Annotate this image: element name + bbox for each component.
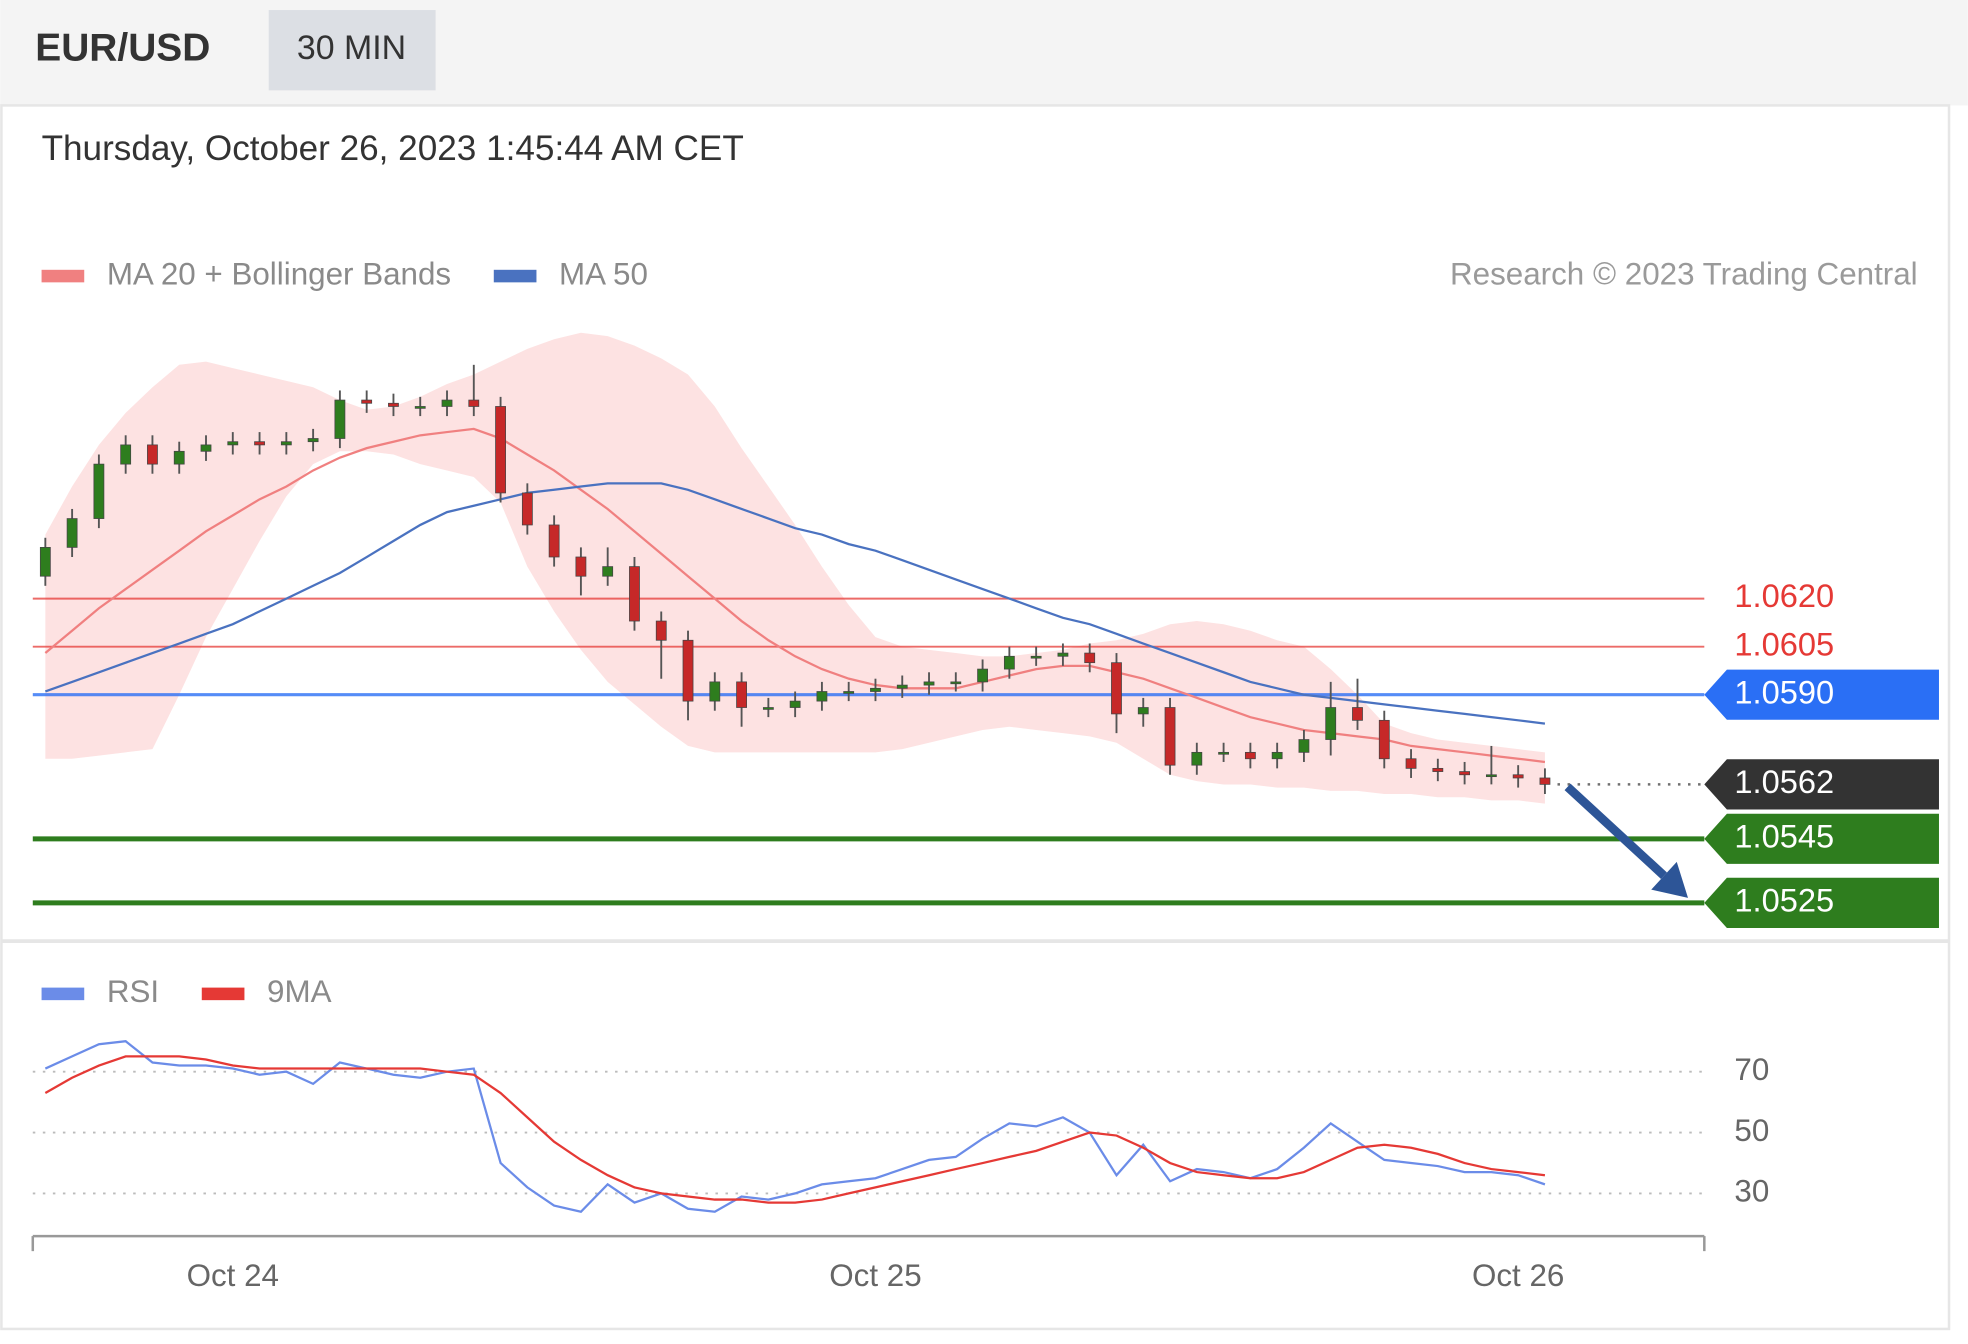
forecast-arrow (1564, 783, 1667, 879)
candle-body (655, 620, 667, 641)
legend-swatch (201, 987, 245, 1001)
candle-body (1539, 777, 1551, 785)
candle-body (1003, 655, 1015, 670)
level-tag (1704, 759, 1939, 810)
candle-body (1405, 758, 1417, 769)
legend-label: MA 50 (559, 256, 648, 291)
candle-body (120, 444, 132, 465)
level-label: 1.0545 (1734, 817, 1834, 854)
symbol: EUR/USD (35, 26, 210, 69)
level-label: 1.0605 (1734, 625, 1834, 662)
candle-body (173, 450, 185, 465)
level-tag (1704, 877, 1939, 928)
candle-body (1459, 771, 1471, 776)
legend-label: RSI (107, 974, 159, 1009)
forecast-arrowhead (1651, 861, 1688, 898)
legend-swatch (493, 269, 537, 283)
x-tick-label: Oct 25 (829, 1258, 921, 1293)
candle-body (1512, 774, 1524, 779)
candle-body (1378, 719, 1390, 760)
level-tag (1704, 813, 1939, 864)
candle-body (1164, 707, 1176, 766)
candle-body (227, 441, 239, 446)
legend-swatch (41, 987, 85, 1001)
candle-body (254, 441, 265, 446)
candle-body (843, 691, 855, 694)
candle-body (816, 691, 828, 702)
legend-swatch (41, 269, 85, 283)
candle-body (1485, 774, 1497, 778)
candle-body (414, 406, 426, 409)
level-label: 1.0525 (1734, 881, 1834, 918)
candle-body (575, 556, 587, 577)
candle-body (762, 707, 774, 710)
candle-body (66, 518, 78, 548)
ma-line (44, 482, 1546, 725)
candle-body (923, 681, 935, 686)
candle-body (1084, 652, 1096, 664)
candle-body (1244, 751, 1256, 760)
candle-body (521, 492, 533, 526)
candle-body (1325, 707, 1337, 740)
candle-body (441, 399, 453, 407)
ma-line (44, 427, 1546, 764)
candle-body (39, 547, 51, 577)
candle-body (1137, 707, 1149, 715)
candle-body (1057, 652, 1069, 657)
candle-body (977, 668, 988, 683)
candle-body (1030, 655, 1042, 659)
candle-body (789, 700, 801, 708)
candle-body (709, 681, 721, 702)
indicator-line (44, 1055, 1546, 1204)
x-tick-label: Oct 26 (1472, 1258, 1564, 1293)
interval-label[interactable]: 30 MIN (297, 29, 406, 67)
candle-body (93, 463, 105, 519)
credit: Research © 2023 Trading Central (1450, 256, 1918, 291)
candle-body (200, 444, 212, 452)
candle-body (548, 524, 560, 558)
candle-body (468, 399, 480, 407)
candle-body (1218, 751, 1229, 755)
candle-body (1191, 751, 1203, 766)
level-label: 1.0620 (1734, 577, 1834, 614)
candle-body (682, 639, 694, 702)
candle-body (1298, 739, 1310, 753)
y-tick-label: 30 (1734, 1174, 1769, 1209)
candle-body (736, 681, 747, 708)
y-tick-label: 50 (1734, 1113, 1769, 1148)
candle-body (307, 438, 319, 443)
interval-tab[interactable] (268, 10, 436, 91)
candle-body (361, 399, 373, 404)
candle-body (629, 566, 640, 622)
candle-body (896, 684, 908, 689)
candle-body (602, 566, 614, 577)
level-label: 1.0590 (1734, 673, 1834, 710)
indicator-line (44, 1040, 1546, 1213)
candle-body (334, 399, 346, 439)
candle-body (1271, 751, 1283, 760)
candle-body (1432, 767, 1444, 772)
candle-body (388, 402, 399, 407)
candle-body (495, 406, 506, 494)
y-tick-label: 70 (1734, 1052, 1769, 1087)
level-label: 1.0562 (1734, 763, 1834, 800)
candle-body (1111, 662, 1122, 715)
bollinger-band (45, 332, 1545, 804)
candle-body (280, 441, 292, 446)
candle-body (147, 444, 158, 465)
x-tick-label: Oct 24 (187, 1258, 279, 1293)
level-tag (1704, 669, 1939, 720)
timestamp: Thursday, October 26, 2023 1:45:44 AM CE… (42, 129, 744, 168)
legend-label: MA 20 + Bollinger Bands (107, 256, 451, 291)
legend-label: 9MA (267, 974, 332, 1009)
candle-body (1352, 707, 1363, 721)
candle-body (870, 687, 881, 692)
candle-body (950, 681, 962, 685)
